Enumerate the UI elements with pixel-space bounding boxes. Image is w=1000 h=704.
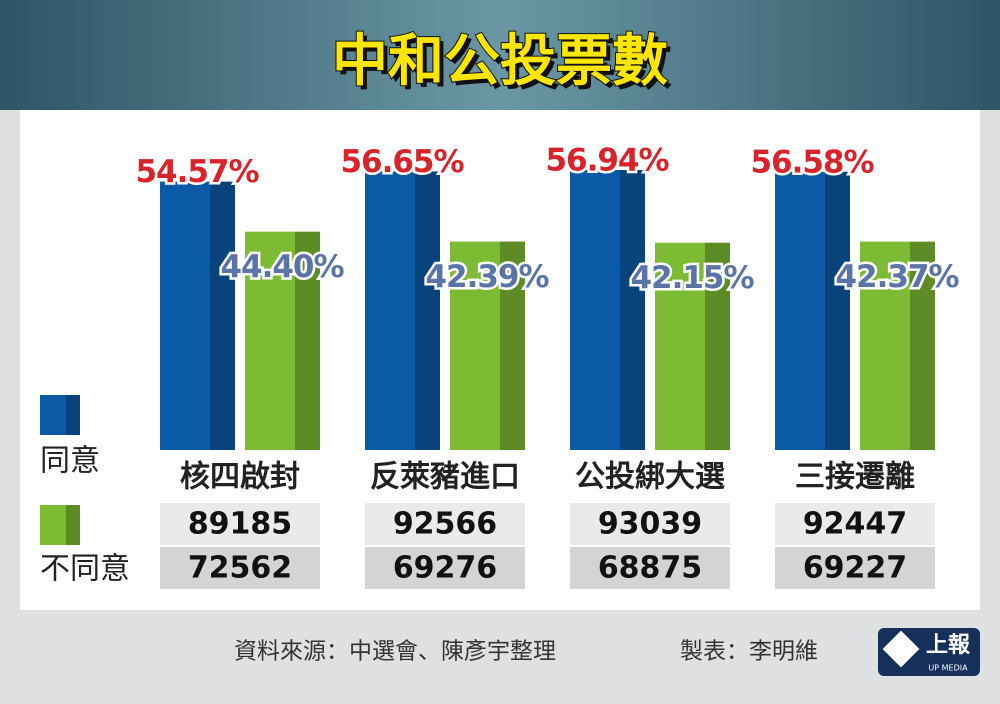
- bar-shade: [910, 241, 935, 450]
- bar: [655, 242, 730, 450]
- value-label: 42.37%: [835, 259, 959, 295]
- category-label: 公投綁大選: [575, 460, 725, 495]
- value-label: 56.94%: [545, 143, 669, 179]
- bar-shade: [705, 242, 730, 450]
- value-label: 56.58%: [750, 144, 874, 180]
- vote-count: 92566: [393, 507, 497, 542]
- vote-count: 69227: [803, 551, 907, 586]
- bar: [160, 181, 235, 451]
- credit: 製表：李明維: [680, 639, 818, 665]
- bar: [245, 231, 320, 450]
- category-label: 核四啟封: [180, 460, 300, 495]
- vote-count: 89185: [188, 507, 292, 542]
- bar: [775, 171, 850, 451]
- chart-title-shadow: 中和公投票數: [336, 33, 672, 98]
- bar-shade: [295, 231, 320, 450]
- vote-cell: [570, 503, 730, 545]
- bar-shade: [415, 171, 440, 450]
- value-label: 44.40%: [220, 249, 344, 285]
- value-label: 42.39%: [425, 259, 549, 295]
- value-label: 56.65%: [340, 144, 464, 180]
- vote-count: 72562: [188, 551, 292, 586]
- vote-cell: [160, 547, 320, 589]
- vote-cell: [775, 547, 935, 589]
- legend-swatch-shade: [66, 505, 80, 545]
- vote-cell: [775, 503, 935, 545]
- bar-shade: [825, 171, 850, 451]
- legend-swatch-shade: [66, 395, 80, 435]
- vote-count: 68875: [598, 551, 702, 586]
- bar: [860, 241, 935, 450]
- logo-subtitle: UP MEDIA: [928, 664, 968, 673]
- value-label: 42.15%: [630, 260, 754, 296]
- vote-count: 69276: [393, 551, 497, 586]
- category-label: 三接遷離: [795, 460, 915, 495]
- vote-count: 93039: [598, 507, 702, 542]
- bar: [570, 170, 645, 450]
- bar: [365, 171, 440, 450]
- legend-swatch: [40, 505, 80, 545]
- legend-label: 不同意: [40, 552, 130, 587]
- vote-count: 92447: [803, 507, 907, 542]
- bar-shade: [210, 181, 235, 451]
- legend-swatch: [40, 395, 80, 435]
- vote-cell: [365, 503, 525, 545]
- bar-shade: [620, 170, 645, 450]
- header-band: [0, 0, 1000, 110]
- vote-cell: [365, 547, 525, 589]
- chart-title: 中和公投票數: [332, 29, 668, 94]
- vote-cell: [160, 503, 320, 545]
- source: 資料來源：中選會、陳彥宇整理: [234, 639, 556, 665]
- logo-name: 上報: [926, 632, 971, 658]
- category-label: 反萊豬進口: [370, 460, 520, 495]
- bar-shade: [500, 241, 525, 450]
- vote-cell: [570, 547, 730, 589]
- value-label: 54.57%: [135, 154, 259, 190]
- logo-icon: [882, 630, 920, 668]
- bar: [450, 241, 525, 450]
- legend-label: 同意: [40, 444, 100, 479]
